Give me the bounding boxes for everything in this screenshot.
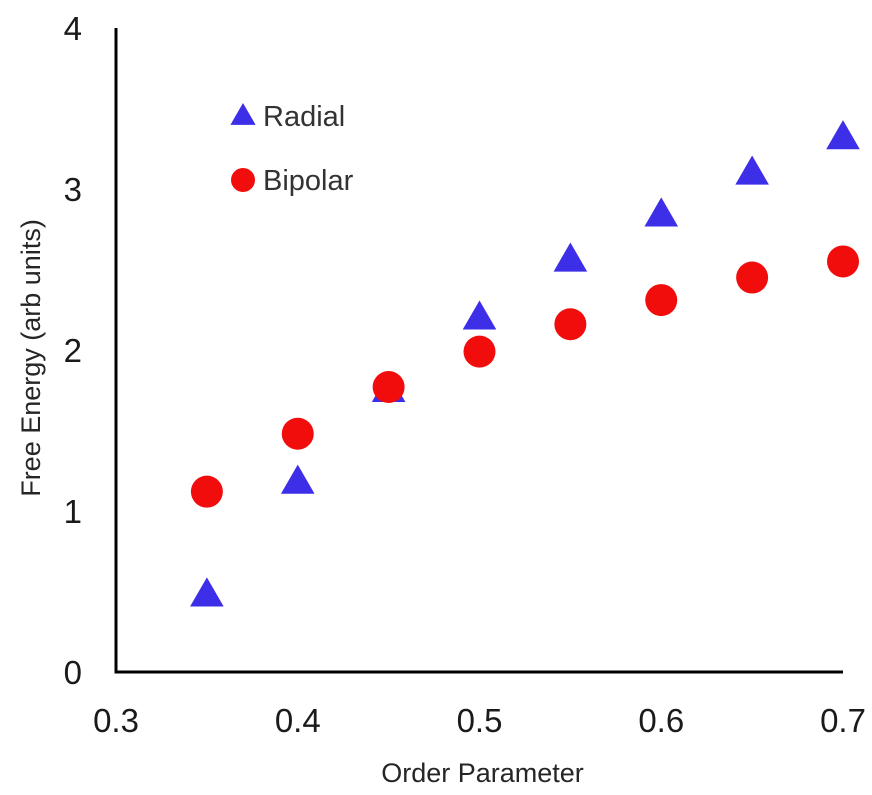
legend-item-radial: Radial bbox=[230, 101, 345, 133]
y-tick-label: 1 bbox=[64, 493, 82, 530]
y-tick-label: 2 bbox=[64, 332, 82, 369]
x-axis-title: Order Parameter bbox=[381, 758, 584, 788]
y-tick-label: 3 bbox=[64, 171, 82, 208]
bipolar-point bbox=[372, 371, 405, 404]
radial-point bbox=[553, 242, 588, 272]
bipolar-point bbox=[190, 475, 223, 508]
x-tick-label: 0.4 bbox=[275, 702, 321, 739]
triangle-icon bbox=[230, 102, 256, 125]
legend-label: Radial bbox=[263, 101, 345, 133]
radial-point bbox=[644, 197, 679, 227]
bipolar-point bbox=[827, 245, 859, 278]
data-points bbox=[190, 120, 860, 607]
circle-icon bbox=[231, 168, 255, 192]
legend-item-bipolar: Bipolar bbox=[231, 165, 354, 197]
bipolar-point bbox=[736, 261, 769, 294]
radial-point bbox=[190, 577, 224, 607]
x-tick-label: 0.6 bbox=[638, 702, 684, 739]
bipolar-point bbox=[645, 284, 678, 317]
bipolar-point bbox=[281, 417, 314, 450]
radial-point bbox=[462, 300, 497, 330]
y-tick-label: 0 bbox=[64, 654, 82, 691]
x-tick-label: 0.5 bbox=[457, 702, 503, 739]
y-tick-label: 4 bbox=[64, 10, 82, 47]
axes bbox=[114, 28, 843, 674]
y-axis-title: Free Energy (arb units) bbox=[16, 219, 46, 497]
legend-label: Bipolar bbox=[263, 165, 354, 197]
y-tick-labels: 0 1 2 3 4 bbox=[64, 10, 82, 691]
series-bipolar bbox=[190, 245, 859, 508]
x-tick-label: 0.7 bbox=[820, 702, 866, 739]
radial-point bbox=[280, 464, 315, 494]
bipolar-point bbox=[554, 308, 587, 341]
legend: Radial Bipolar bbox=[230, 101, 354, 197]
radial-point bbox=[826, 120, 860, 150]
bipolar-point bbox=[463, 335, 496, 368]
radial-point bbox=[735, 155, 769, 185]
x-tick-label: 0.3 bbox=[93, 702, 139, 739]
x-tick-labels: 0.3 0.4 0.5 0.6 0.7 bbox=[93, 702, 866, 739]
